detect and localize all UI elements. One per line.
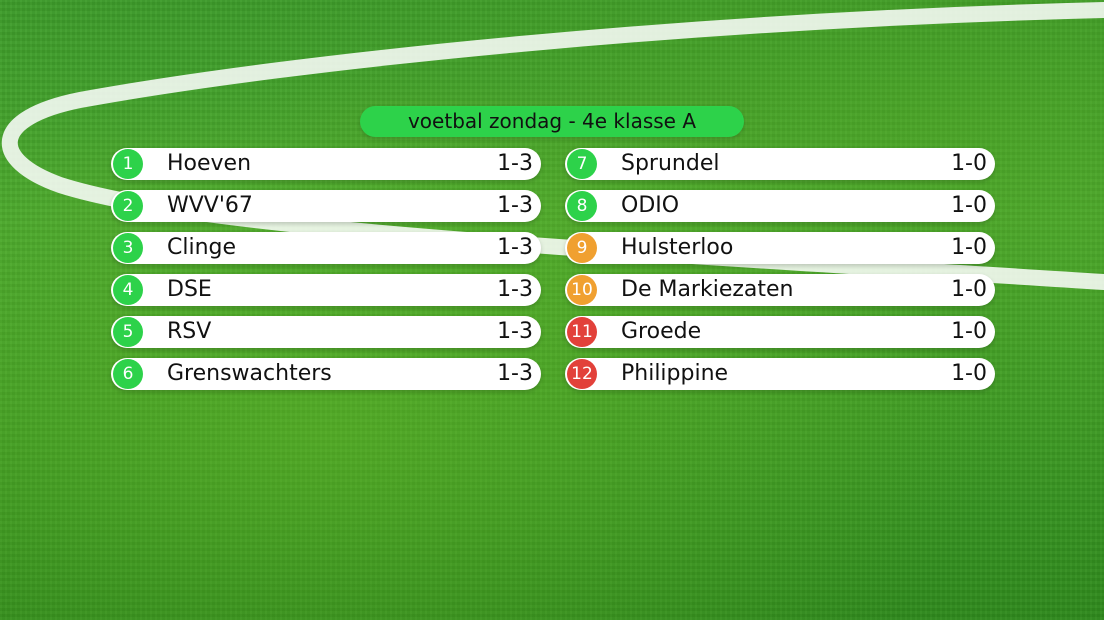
team-score: 1-3 [497, 151, 533, 176]
team-name: Clinge [167, 235, 237, 260]
standing-row: 2 WVV'67 1-3 [111, 190, 541, 222]
standing-row: 7 Sprundel 1-0 [565, 148, 995, 180]
rank-badge: 8 [567, 191, 597, 221]
standing-row: 1 Hoeven 1-3 [111, 148, 541, 180]
standing-row: 4 DSE 1-3 [111, 274, 541, 306]
team-name: Hoeven [167, 151, 252, 176]
standing-row: 11 Groede 1-0 [565, 316, 995, 348]
team-score: 1-0 [951, 277, 987, 302]
team-name: Hulsterloo [621, 235, 734, 260]
team-score: 1-3 [497, 319, 533, 344]
standing-row: 8 ODIO 1-0 [565, 190, 995, 222]
team-name: Sprundel [621, 151, 720, 176]
team-name: De Markiezaten [621, 277, 794, 302]
standing-row: 9 Hulsterloo 1-0 [565, 232, 995, 264]
team-score: 1-0 [951, 151, 987, 176]
team-score: 1-0 [951, 361, 987, 386]
standing-row: 6 Grenswachters 1-3 [111, 358, 541, 390]
standing-row: 12 Philippine 1-0 [565, 358, 995, 390]
team-score: 1-3 [497, 235, 533, 260]
rank-badge: 1 [113, 149, 143, 179]
team-name: Philippine [621, 361, 729, 386]
team-name: DSE [167, 277, 212, 302]
team-score: 1-3 [497, 277, 533, 302]
team-score: 1-0 [951, 319, 987, 344]
team-name: Groede [621, 319, 702, 344]
rank-badge: 9 [567, 233, 597, 263]
team-score: 1-3 [497, 193, 533, 218]
rank-badge: 2 [113, 191, 143, 221]
team-score: 1-3 [497, 361, 533, 386]
team-name: RSV [167, 319, 212, 344]
team-score: 1-0 [951, 235, 987, 260]
rank-badge: 12 [567, 359, 597, 389]
rank-badge: 11 [567, 317, 597, 347]
rank-badge: 6 [113, 359, 143, 389]
team-name: ODIO [621, 193, 680, 218]
team-name: Grenswachters [167, 361, 332, 386]
rank-badge: 4 [113, 275, 143, 305]
standing-row: 5 RSV 1-3 [111, 316, 541, 348]
rank-badge: 5 [113, 317, 143, 347]
rank-badge: 7 [567, 149, 597, 179]
standing-row: 3 Clinge 1-3 [111, 232, 541, 264]
team-name: WVV'67 [167, 193, 253, 218]
rank-badge: 3 [113, 233, 143, 263]
rank-badge: 10 [567, 275, 597, 305]
standing-row: 10 De Markiezaten 1-0 [565, 274, 995, 306]
team-score: 1-0 [951, 193, 987, 218]
league-title: voetbal zondag - 4e klasse A [360, 106, 744, 137]
